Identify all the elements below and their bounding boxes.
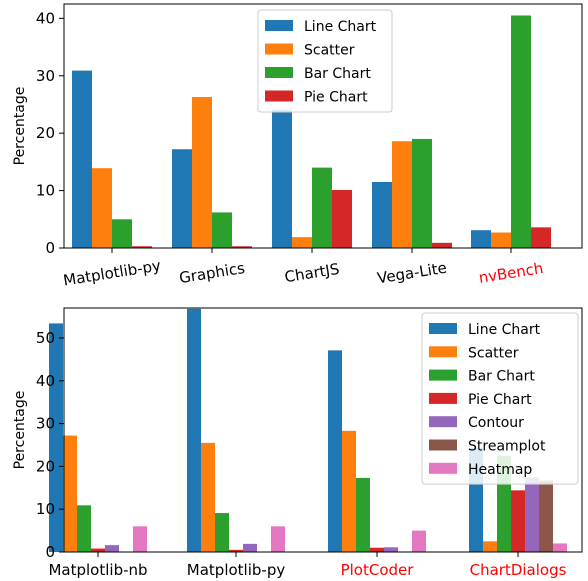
y-axis-label: Percentage	[12, 391, 28, 470]
bar-streamplot-chartdialogs	[539, 480, 553, 552]
x-tick-label: nvBench	[477, 259, 544, 287]
y-tick-label: 50	[36, 329, 55, 347]
bar-line-chart-matplotlib-py	[187, 308, 201, 552]
bar-scatter-chartdialogs	[483, 541, 497, 552]
x-tick-label: ChartDialogs	[470, 561, 567, 579]
bottom-bar-chart: 0 10 20 30 40 50 Matplotlib-nb Matplotlib-py Plo…	[12, 307, 583, 579]
bar-bar-chart-matplotlib-nb	[77, 505, 91, 552]
bar-pie-chart-matplotlib-nb	[91, 548, 105, 552]
legend-label: Scatter	[304, 43, 355, 59]
bar-line-chart-nvbench	[471, 230, 491, 248]
bar-contour-matplotlib-nb	[105, 545, 119, 552]
legend-label: Bar Chart	[304, 66, 371, 82]
legend-label: Contour	[468, 415, 524, 431]
legend-swatch	[429, 416, 457, 428]
legend-label: Scatter	[468, 345, 519, 361]
legend-swatch	[265, 90, 293, 102]
y-tick-label: 20	[36, 124, 55, 142]
bar-bar-chart-vega-lite	[412, 138, 432, 248]
y-tick-label: 30	[36, 67, 55, 85]
bar-pie-chart-chartdialogs	[511, 490, 525, 552]
bar-line-chart-plotcoder	[328, 350, 342, 552]
bar-contour-matplotlib-py	[243, 543, 257, 552]
bar-scatter-matplotlib-nb	[63, 435, 77, 552]
bar-scatter-nvbench	[491, 232, 511, 248]
x-tick-label: PlotCoder	[341, 561, 415, 579]
legend-box	[421, 312, 579, 485]
bar-scatter-matplotlib-py	[92, 168, 112, 248]
bar-bar-chart-chartjs	[312, 167, 332, 248]
legend-label: Heatmap	[468, 462, 532, 478]
bar-line-chart-graphics	[172, 149, 192, 248]
bar-bar-chart-graphics	[212, 212, 232, 248]
legend-swatch	[429, 462, 457, 474]
top-bar-chart: 0 10 20 30 40 Matplotlib-py Graphics ChartJS Veg…	[12, 3, 583, 290]
x-tick-label: Matplotlib-nb	[48, 561, 147, 579]
axes-frame	[63, 3, 583, 249]
x-tick-label: Matplotlib-py	[187, 561, 286, 579]
legend-label: Line Chart	[468, 322, 541, 338]
bar-bar-chart-plotcoder	[356, 477, 370, 552]
x-tick-label: Vega-Lite	[376, 259, 448, 288]
bar-scatter-vega-lite	[392, 141, 412, 248]
y-tick-label: 30	[36, 415, 55, 433]
y-tick-label: 20	[36, 457, 55, 475]
legend-box	[257, 9, 393, 113]
legend-swatch	[265, 43, 293, 55]
y-tick-label: 40	[36, 9, 55, 27]
legend-swatch	[429, 346, 457, 358]
bar-heatmap-plotcoder	[412, 530, 426, 552]
legend-label: Line Chart	[304, 19, 377, 35]
bar-pie-chart-plotcoder	[370, 547, 384, 552]
y-tick-label: 0	[45, 543, 55, 561]
x-tick-label: ChartJS	[283, 260, 340, 286]
bar-pie-chart-matplotlib-py	[132, 246, 152, 248]
bar-pie-chart-nvbench	[531, 227, 551, 248]
bar-contour-chartdialogs	[525, 477, 539, 552]
legend-swatch	[265, 20, 293, 31]
y-axis-label: Percentage	[12, 87, 28, 166]
bar-heatmap-chartdialogs	[553, 543, 567, 552]
legend-swatch	[265, 67, 293, 78]
bar-scatter-graphics	[192, 97, 212, 249]
bar-pie-chart-graphics	[232, 246, 252, 248]
legend-swatch	[429, 369, 457, 381]
legend-label: Streamplot	[468, 439, 546, 455]
bar-scatter-plotcoder	[342, 430, 356, 552]
bar-pie-chart-matplotlib-py	[229, 549, 243, 552]
bar-line-chart-matplotlib-py	[72, 70, 92, 248]
bar-line-chart-vega-lite	[372, 181, 392, 248]
bar-pie-chart-vega-lite	[432, 242, 452, 248]
legend-swatch	[429, 323, 457, 334]
bar-pie-chart-chartjs	[332, 190, 352, 248]
bar-scatter-matplotlib-py	[201, 442, 215, 552]
y-tick-label: 10	[36, 500, 55, 518]
bar-contour-plotcoder	[384, 547, 398, 552]
bar-bar-chart-matplotlib-py	[215, 513, 229, 552]
axes-frame	[63, 307, 583, 553]
bar-heatmap-matplotlib-nb	[133, 526, 147, 552]
legend-label: Bar Chart	[468, 369, 535, 385]
bar-scatter-chartjs	[292, 237, 312, 248]
y-tick-label: 40	[36, 372, 55, 390]
bar-heatmap-matplotlib-py	[271, 526, 285, 552]
x-tick-label: Matplotlib-py	[62, 256, 162, 289]
y-tick-label: 10	[36, 182, 55, 200]
legend-label: Pie Chart	[304, 90, 368, 106]
legend-swatch	[429, 392, 457, 404]
x-tick-label: Graphics	[178, 259, 246, 287]
bar-bar-chart-nvbench	[511, 15, 531, 248]
legend-label: Pie Chart	[468, 392, 532, 408]
legend-swatch	[429, 439, 457, 451]
y-tick-label: 0	[45, 239, 55, 257]
bar-bar-chart-matplotlib-py	[112, 219, 132, 248]
bar-line-chart-chartjs	[272, 109, 292, 248]
